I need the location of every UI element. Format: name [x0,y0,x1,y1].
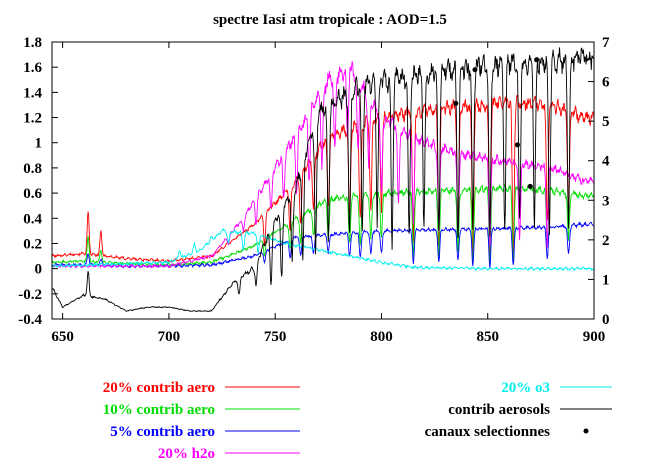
y-left-tick-label: 1 [35,136,43,152]
legend: 20% contrib aero 10% contrib aero 5% contr… [103,380,612,462]
selected-channel-point [472,67,478,73]
selected-channel-point [534,57,540,63]
chart-title: spectre Iasi atm tropicale : AOD=1.5 [213,12,447,28]
y-right-tick-label: 1 [602,272,610,288]
x-tick-label: 700 [158,329,181,345]
plot-frame [51,41,595,320]
legend-label-3: 20% h2o [158,446,215,462]
y-left-tick-label: 1.6 [23,60,42,76]
legend-point-marker [583,428,589,434]
legend-label-1: 10% contrib aero [103,402,215,418]
y-right-tick-label: 2 [602,233,610,249]
selected-channel-point [453,100,459,106]
y-right-tick-label: 3 [602,193,610,209]
legend-label-0: 20% contrib aero [103,380,215,396]
series-line-5 [51,47,595,313]
y-left-tick-label: 1.8 [23,35,42,51]
y-right-tick-label: 0 [602,312,610,328]
x-tick-label: 750 [264,329,287,345]
legend-label-5: contrib aerosols [448,402,550,418]
axes: 650 700 750 800 850 900-0.4-0.200.20.40.60.81… [18,35,610,345]
y-left-tick-label: -0.4 [18,312,42,328]
y-left-tick-label: 1.2 [23,111,42,127]
legend-label-4: 20% o3 [501,380,550,396]
y-left-tick-label: 0.2 [23,236,42,252]
x-tick-label: 850 [476,329,499,345]
selected-channel-point [527,183,533,189]
y-left-tick-label: 0.6 [23,186,42,202]
x-tick-label: 900 [583,329,606,345]
legend-label-2: 5% contrib aero [110,424,215,440]
legend-label-6: canaux selectionnes [425,424,551,440]
selected-channel-point [514,142,520,148]
series-line-4 [51,227,595,272]
y-right-tick-label: 6 [602,75,610,91]
y-left-tick-label: 0 [35,262,43,278]
y-right-tick-label: 5 [602,114,610,130]
y-right-tick-label: 7 [602,35,610,51]
y-right-tick-label: 4 [602,154,610,170]
x-tick-label: 800 [370,329,393,345]
plot-lines [51,47,595,313]
x-tick-label: 650 [51,329,74,345]
y-left-tick-label: 1.4 [23,85,42,101]
y-left-tick-label: -0.2 [18,287,42,303]
series-line-2 [51,220,595,269]
y-left-tick-label: 0.8 [23,161,42,177]
y-left-tick-label: 0.4 [23,211,42,227]
